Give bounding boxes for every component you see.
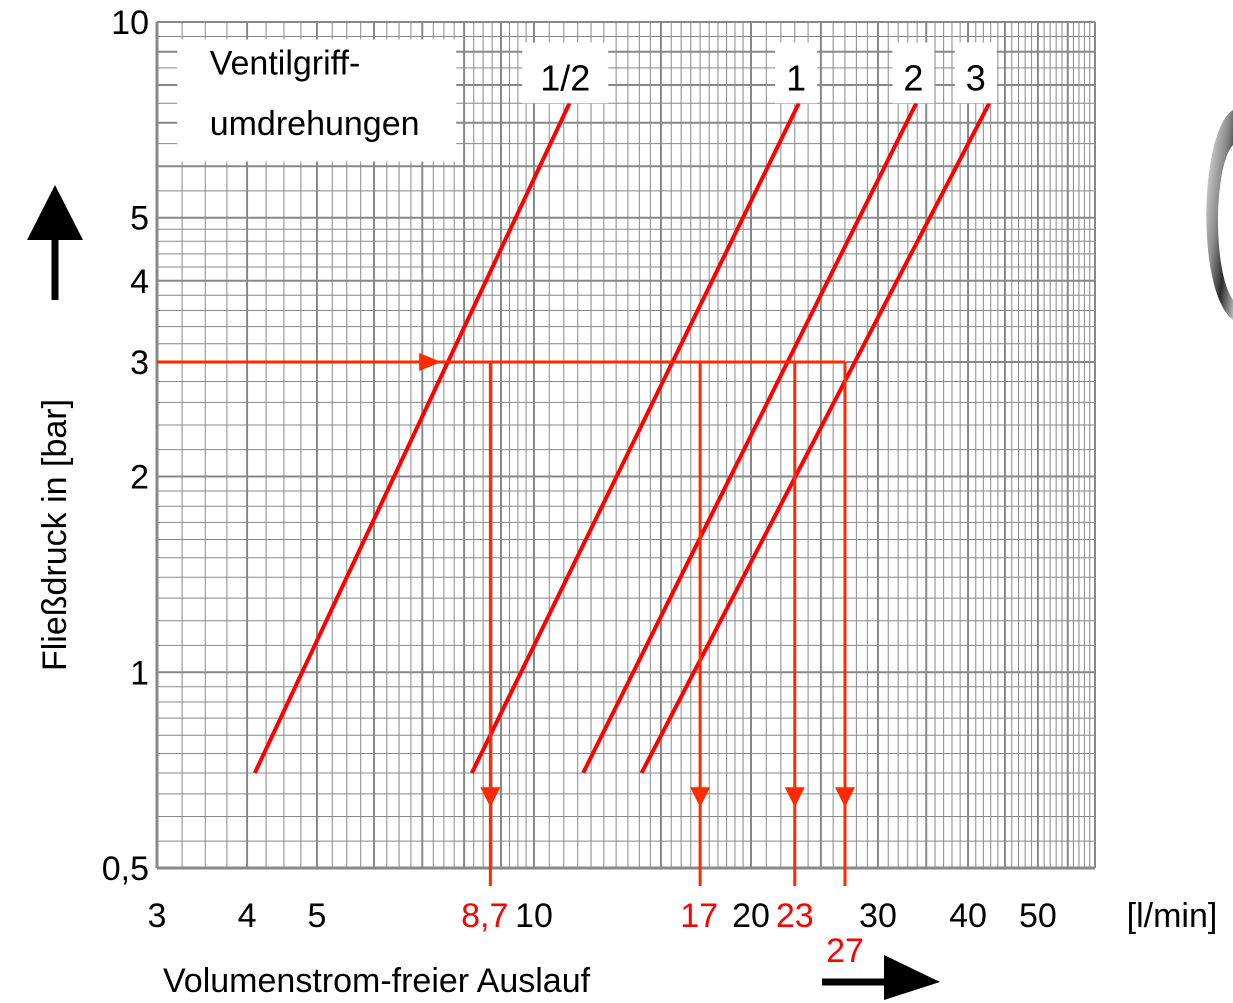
y-axis-title: Fließdruck in [bar] xyxy=(36,399,74,671)
series-label: 3 xyxy=(966,57,986,98)
y-tick-label: 1 xyxy=(130,654,149,692)
x-axis-unit: [l/min] xyxy=(1127,897,1218,935)
series-label-background xyxy=(954,42,997,104)
legend-background xyxy=(177,39,457,162)
y-tick-label: 10 xyxy=(111,4,149,42)
y-tick-label: 2 xyxy=(130,459,149,497)
legend-box: Ventilgriff-umdrehungen 1/2 1 2 3 xyxy=(177,39,997,162)
x-axis-title: Volumenstrom-freier Auslauf xyxy=(163,962,591,1000)
reference-flow-arrowhead xyxy=(480,787,501,808)
reference-flow-label: 27 xyxy=(826,932,864,970)
series-label-background xyxy=(775,42,818,104)
x-tick-label: 10 xyxy=(515,897,553,935)
legend-title-line1: Ventilgriff- xyxy=(210,45,361,83)
reference-flow-label: 8,7 xyxy=(461,897,508,935)
valve-knob-image xyxy=(1206,110,1233,320)
reference-flow-arrowhead xyxy=(784,787,805,808)
reference-lines xyxy=(157,353,855,886)
decorations xyxy=(27,110,1233,1000)
x-tick-label: 3 xyxy=(148,897,167,935)
series-line xyxy=(252,102,572,774)
series-line xyxy=(581,102,919,774)
x-tick-label: 50 xyxy=(1019,897,1057,935)
reference-flow-arrowhead xyxy=(690,787,711,808)
reference-flow-arrowhead xyxy=(834,787,855,808)
x-tick-label: 20 xyxy=(732,897,770,935)
x-tick-label: 30 xyxy=(859,897,897,935)
reference-flow-label: 17 xyxy=(680,897,718,935)
x-tick-label: 40 xyxy=(949,897,987,935)
series-label-background xyxy=(892,42,935,104)
series-label: 1 xyxy=(786,57,806,98)
series-line xyxy=(470,102,801,774)
series-label: 1/2 xyxy=(540,57,590,98)
y-tick-label: 5 xyxy=(130,200,149,238)
x-tick-label: 4 xyxy=(238,897,257,935)
reference-flow-label: 23 xyxy=(776,897,814,935)
x-tick-label: 5 xyxy=(307,897,326,935)
y-axis-arrow-head xyxy=(27,185,83,240)
series-label-background xyxy=(522,42,609,104)
y-tick-label: 0,5 xyxy=(102,850,149,888)
y-tick-label: 4 xyxy=(130,263,149,301)
reference-arrowhead xyxy=(419,353,442,372)
series-label: 2 xyxy=(903,57,923,98)
legend-title-line2: umdrehungen xyxy=(210,105,420,143)
x-axis-arrow-head xyxy=(884,955,940,1000)
chart-grid xyxy=(155,21,1096,870)
y-tick-label: 3 xyxy=(130,344,149,382)
